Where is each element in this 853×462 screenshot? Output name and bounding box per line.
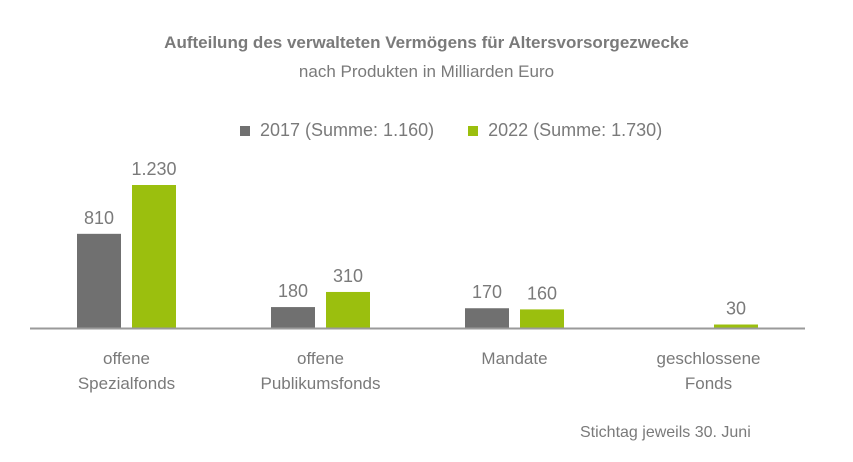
bar-2017-2 — [465, 308, 509, 328]
chart-subtitle: nach Produkten in Milliarden Euro — [298, 62, 555, 81]
bar-2017-1 — [271, 307, 315, 328]
legend-swatch-2022 — [468, 125, 479, 136]
bar-2022-1 — [326, 291, 370, 328]
legend-label-2017: 2017 (Summe: 1.160) — [260, 120, 435, 140]
bar-2022-0 — [132, 185, 176, 328]
legend-item-2017: 2017 (Summe: 1.160) — [240, 120, 434, 141]
category-label-1-line-1: Publikumsfonds — [260, 374, 380, 393]
data-label-2022-3: 30 — [726, 299, 746, 319]
category-label-3-line-0: geschlossene — [657, 349, 761, 368]
data-label-2022-0: 1.230 — [131, 159, 176, 179]
data-label-2022-2: 160 — [527, 283, 557, 303]
legend-label-2022: 2022 (Summe: 1.730) — [488, 120, 663, 140]
bar-2022-3 — [714, 324, 758, 328]
legend-item-2022: 2022 (Summe: 1.730) — [468, 120, 662, 141]
data-label-2017-1: 180 — [278, 281, 308, 301]
data-label-2022-1: 310 — [333, 266, 363, 286]
category-label-1-line-0: offene — [297, 349, 344, 368]
chart-title: Aufteilung des verwalteten Vermögens für… — [164, 33, 689, 52]
bar-2022-2 — [520, 309, 564, 328]
category-label-2-line-0: Mandate — [481, 349, 547, 368]
data-label-2017-2: 170 — [472, 282, 502, 302]
legend-swatch-2017 — [240, 125, 250, 136]
category-label-3-line-1: Fonds — [685, 374, 732, 393]
footnote: Stichtag jeweils 30. Juni — [580, 424, 751, 441]
category-label-0-line-1: Spezialfonds — [78, 374, 175, 393]
data-label-2017-0: 810 — [84, 208, 114, 228]
legend: 2017 (Summe: 1.160) 2022 (Summe: 1.730) — [240, 120, 696, 141]
bar-2017-0 — [77, 233, 121, 328]
category-label-0-line-0: offene — [103, 349, 150, 368]
